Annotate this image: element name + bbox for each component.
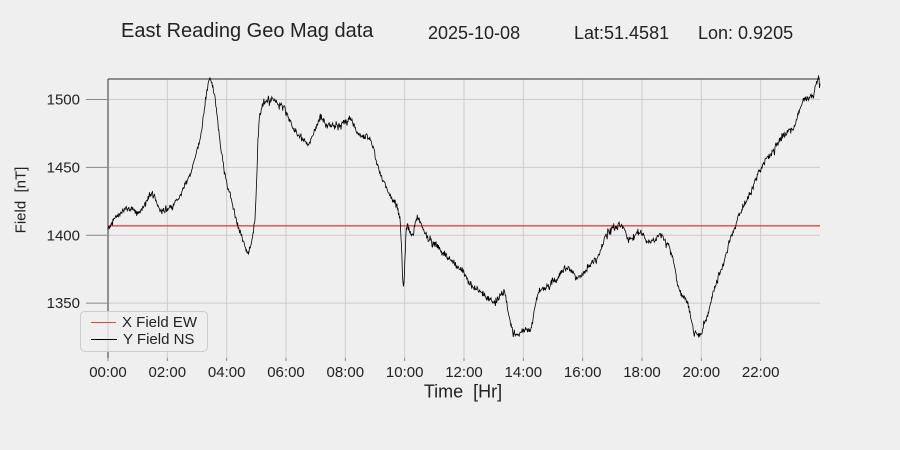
svg-text:02:00: 02:00 (149, 364, 187, 381)
svg-text:1500: 1500 (47, 92, 80, 109)
svg-text:14:00: 14:00 (505, 364, 543, 381)
svg-text:18:00: 18:00 (623, 364, 661, 381)
svg-text:04:00: 04:00 (208, 364, 246, 381)
svg-text:06:00: 06:00 (267, 364, 305, 381)
svg-text:1350: 1350 (47, 295, 80, 312)
svg-text:10:00: 10:00 (386, 364, 424, 381)
svg-text:1400: 1400 (47, 227, 80, 244)
svg-text:16:00: 16:00 (564, 364, 602, 381)
svg-text:12:00: 12:00 (445, 364, 483, 381)
svg-text:20:00: 20:00 (683, 364, 721, 381)
svg-text:22:00: 22:00 (742, 364, 780, 381)
svg-text:00:00: 00:00 (89, 364, 127, 381)
svg-text:1450: 1450 (47, 159, 80, 176)
svg-text:08:00: 08:00 (327, 364, 365, 381)
